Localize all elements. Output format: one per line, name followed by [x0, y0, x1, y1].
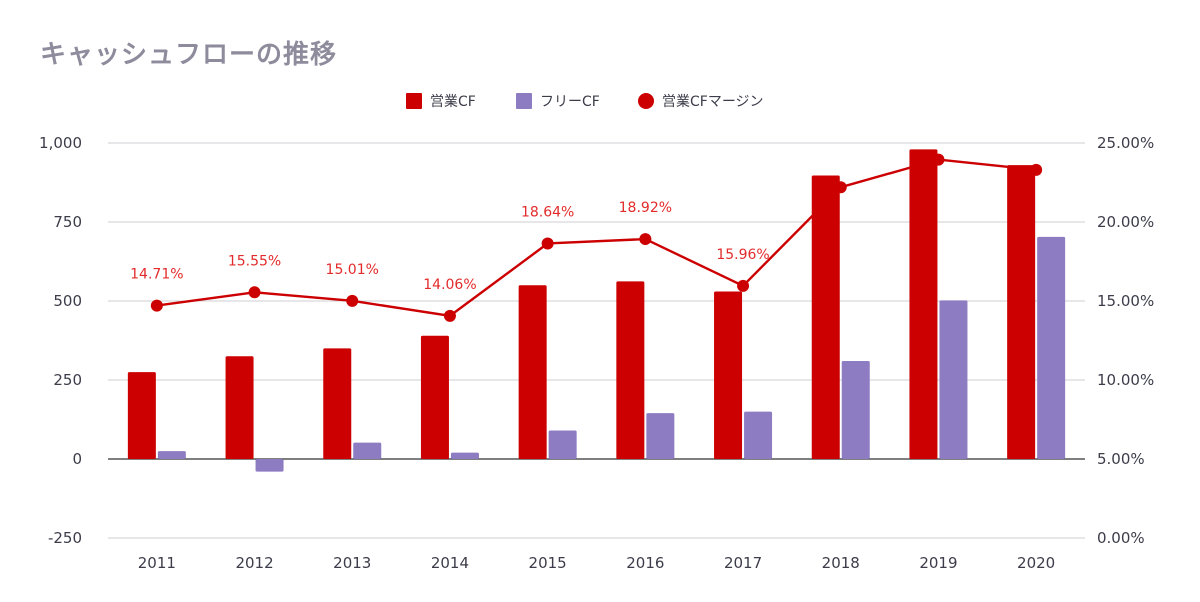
margin-point — [1030, 163, 1043, 176]
left-tick-label: 500 — [53, 292, 82, 310]
margin-data-label: 15.01% — [326, 262, 379, 278]
x-tick-label: 2020 — [1017, 554, 1055, 572]
left-tick-label: 750 — [53, 213, 82, 231]
left-tick-label: 0 — [72, 450, 82, 468]
bar-operating-cf — [1007, 165, 1036, 459]
x-tick-label: 2013 — [333, 554, 371, 572]
margin-data-label: 15.96% — [716, 247, 769, 263]
x-tick-label: 2019 — [919, 554, 957, 572]
bar-free-cf — [646, 413, 675, 459]
bar-free-cf — [841, 361, 870, 459]
bar-operating-cf — [909, 149, 938, 459]
legend-swatch — [406, 93, 422, 109]
legend-swatch — [638, 93, 654, 109]
bar-operating-cf — [616, 281, 645, 459]
legend-swatch — [516, 93, 532, 109]
margin-point — [346, 294, 359, 307]
right-tick-label: 10.00% — [1097, 371, 1154, 389]
bar-operating-cf — [811, 175, 840, 459]
x-tick-label: 2011 — [138, 554, 176, 572]
bar-free-cf — [353, 442, 382, 459]
bars — [127, 149, 1066, 472]
bar-free-cf — [939, 300, 968, 459]
margin-point — [150, 299, 163, 312]
margin-line-path — [156, 158, 1037, 318]
chart-title: キャッシュフローの推移 — [40, 40, 338, 70]
margin-point — [932, 153, 945, 166]
right-axis: 0.00% 5.00% 10.00% 15.00% 20.00% 25.00% — [1097, 134, 1154, 547]
bar-operating-cf — [518, 285, 547, 459]
data-labels: 14.71% 15.55% 15.01% 14.06% 18.64% 18.92% 15.9… — [130, 200, 770, 293]
margin-data-label: 18.92% — [619, 200, 672, 216]
margin-data-label: 15.55% — [228, 253, 281, 269]
margin-data-label: 14.71% — [130, 267, 183, 283]
right-tick-label: 5.00% — [1097, 450, 1145, 468]
legend: 営業CF フリーCF 営業CFマージン — [406, 93, 764, 110]
left-tick-label: 1,000 — [39, 134, 82, 152]
x-tick-label: 2014 — [431, 554, 469, 572]
margin-data-label: 18.64% — [521, 204, 574, 220]
bar-operating-cf — [323, 348, 352, 459]
bar-operating-cf — [225, 356, 254, 459]
right-tick-label: 25.00% — [1097, 134, 1154, 152]
bar-operating-cf — [127, 372, 156, 459]
left-axis: -250 0 250 500 750 1,000 — [39, 134, 82, 547]
margin-point — [541, 237, 554, 250]
x-tick-label: 2015 — [529, 554, 567, 572]
bar-free-cf — [255, 459, 284, 472]
x-tick-label: 2012 — [235, 554, 273, 572]
bar-operating-cf — [714, 291, 743, 459]
x-axis: 2011 2012 2013 2014 2015 2016 2017 2018 2019 2020 — [138, 554, 1055, 572]
margin-line — [150, 153, 1043, 322]
bar-free-cf — [548, 430, 577, 459]
margin-point — [443, 309, 456, 322]
bar-free-cf — [1037, 236, 1066, 459]
gridlines — [108, 142, 1085, 539]
bar-free-cf — [157, 451, 186, 459]
legend-label: 営業CFマージン — [662, 94, 764, 110]
right-tick-label: 15.00% — [1097, 292, 1154, 310]
left-tick-label: -250 — [48, 529, 82, 547]
x-tick-label: 2018 — [822, 554, 860, 572]
margin-point — [639, 233, 652, 246]
bar-free-cf — [744, 411, 773, 459]
left-tick-label: 250 — [53, 371, 82, 389]
bar-operating-cf — [420, 335, 449, 459]
margin-point — [834, 181, 847, 194]
legend-label: フリーCF — [540, 94, 600, 110]
margin-data-label: 14.06% — [423, 277, 476, 293]
x-tick-label: 2017 — [724, 554, 762, 572]
margin-point — [248, 286, 261, 299]
bar-free-cf — [450, 452, 479, 459]
legend-label: 営業CF — [430, 94, 476, 110]
margin-point — [737, 279, 750, 292]
right-tick-label: 20.00% — [1097, 213, 1154, 231]
right-tick-label: 0.00% — [1097, 529, 1145, 547]
x-tick-label: 2016 — [626, 554, 664, 572]
